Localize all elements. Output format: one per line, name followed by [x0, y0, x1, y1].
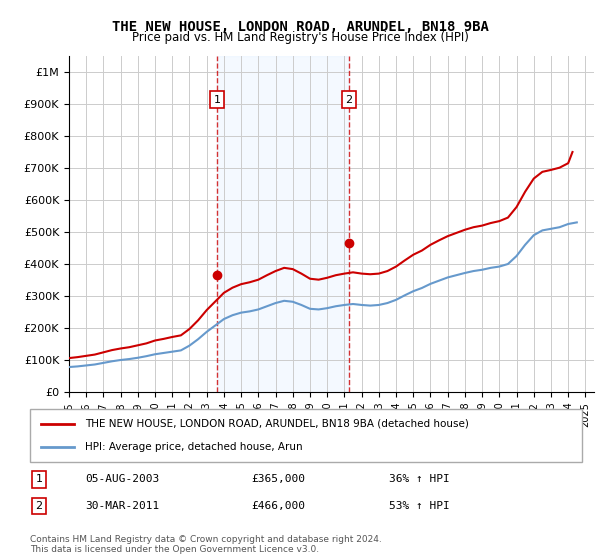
Text: 2: 2: [345, 95, 352, 105]
Text: 2: 2: [35, 501, 43, 511]
Text: 30-MAR-2011: 30-MAR-2011: [85, 501, 160, 511]
Bar: [217, 56, 349, 392]
FancyBboxPatch shape: [30, 409, 582, 462]
Text: 1: 1: [214, 95, 220, 105]
Text: 53% ↑ HPI: 53% ↑ HPI: [389, 501, 449, 511]
Text: 1: 1: [35, 474, 43, 484]
Text: 05-AUG-2003: 05-AUG-2003: [85, 474, 160, 484]
Text: 36% ↑ HPI: 36% ↑ HPI: [389, 474, 449, 484]
Text: THE NEW HOUSE, LONDON ROAD, ARUNDEL, BN18 9BA: THE NEW HOUSE, LONDON ROAD, ARUNDEL, BN1…: [112, 20, 488, 34]
Text: HPI: Average price, detached house, Arun: HPI: Average price, detached house, Arun: [85, 442, 303, 452]
Text: £365,000: £365,000: [251, 474, 305, 484]
Text: Contains HM Land Registry data © Crown copyright and database right 2024.
This d: Contains HM Land Registry data © Crown c…: [30, 535, 382, 554]
Text: £466,000: £466,000: [251, 501, 305, 511]
Text: THE NEW HOUSE, LONDON ROAD, ARUNDEL, BN18 9BA (detached house): THE NEW HOUSE, LONDON ROAD, ARUNDEL, BN1…: [85, 419, 469, 429]
Text: Price paid vs. HM Land Registry's House Price Index (HPI): Price paid vs. HM Land Registry's House …: [131, 31, 469, 44]
